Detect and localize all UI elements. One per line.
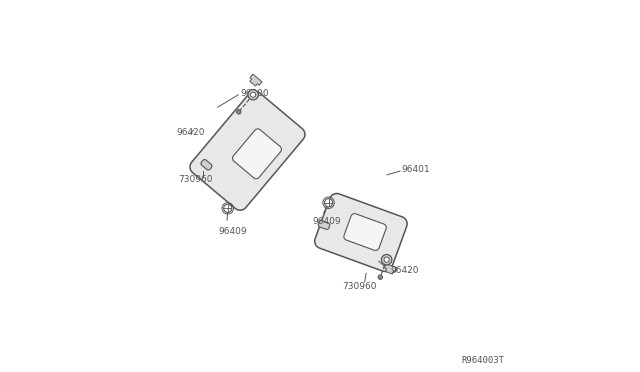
Text: 96420: 96420	[390, 266, 419, 275]
Circle shape	[223, 204, 232, 212]
Circle shape	[237, 110, 241, 114]
Polygon shape	[201, 160, 212, 170]
Text: 730960: 730960	[342, 282, 377, 291]
Circle shape	[384, 257, 389, 262]
Text: 96400: 96400	[240, 89, 269, 97]
Text: 96401: 96401	[402, 165, 431, 174]
Text: 96420: 96420	[177, 128, 205, 137]
Circle shape	[324, 199, 333, 207]
Polygon shape	[385, 264, 397, 274]
Circle shape	[250, 92, 256, 97]
Text: 96409: 96409	[219, 227, 248, 236]
Polygon shape	[315, 193, 407, 272]
Polygon shape	[190, 91, 305, 210]
Polygon shape	[318, 221, 330, 230]
Text: 730960: 730960	[179, 175, 213, 184]
Text: R964003T: R964003T	[461, 356, 504, 365]
Circle shape	[378, 275, 383, 279]
Circle shape	[248, 90, 259, 100]
Polygon shape	[232, 129, 282, 179]
Polygon shape	[250, 74, 262, 86]
Circle shape	[381, 254, 392, 265]
Polygon shape	[344, 214, 386, 250]
Text: 96409: 96409	[312, 217, 341, 225]
